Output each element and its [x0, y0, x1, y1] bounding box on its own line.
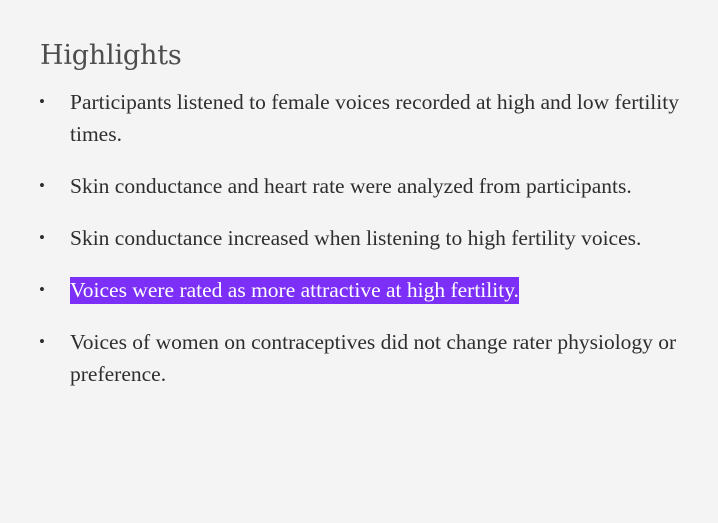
- bullet-icon: •: [39, 92, 45, 111]
- highlight-text[interactable]: Participants listened to female voices r…: [70, 90, 679, 146]
- highlight-item[interactable]: • Participants listened to female voices…: [0, 86, 718, 150]
- highlights-list: • Participants listened to female voices…: [0, 86, 718, 410]
- highlight-item[interactable]: • Voices of women on contraceptives did …: [0, 326, 718, 390]
- highlight-text[interactable]: Skin conductance and heart rate were ana…: [70, 174, 632, 198]
- highlight-text[interactable]: Skin conductance increased when listenin…: [70, 226, 642, 250]
- highlight-item[interactable]: • Skin conductance increased when listen…: [0, 222, 718, 254]
- bullet-icon: •: [39, 332, 45, 351]
- highlight-text-selected[interactable]: Voices were rated as more attractive at …: [70, 277, 519, 304]
- highlight-item[interactable]: • Voices were rated as more attractive a…: [0, 274, 718, 306]
- highlights-heading: Highlights: [40, 40, 182, 71]
- bullet-icon: •: [39, 228, 45, 247]
- highlight-text[interactable]: Voices of women on contraceptives did no…: [70, 330, 677, 386]
- bullet-icon: •: [39, 280, 45, 299]
- bullet-icon: •: [39, 176, 45, 195]
- highlight-item[interactable]: • Skin conductance and heart rate were a…: [0, 170, 718, 202]
